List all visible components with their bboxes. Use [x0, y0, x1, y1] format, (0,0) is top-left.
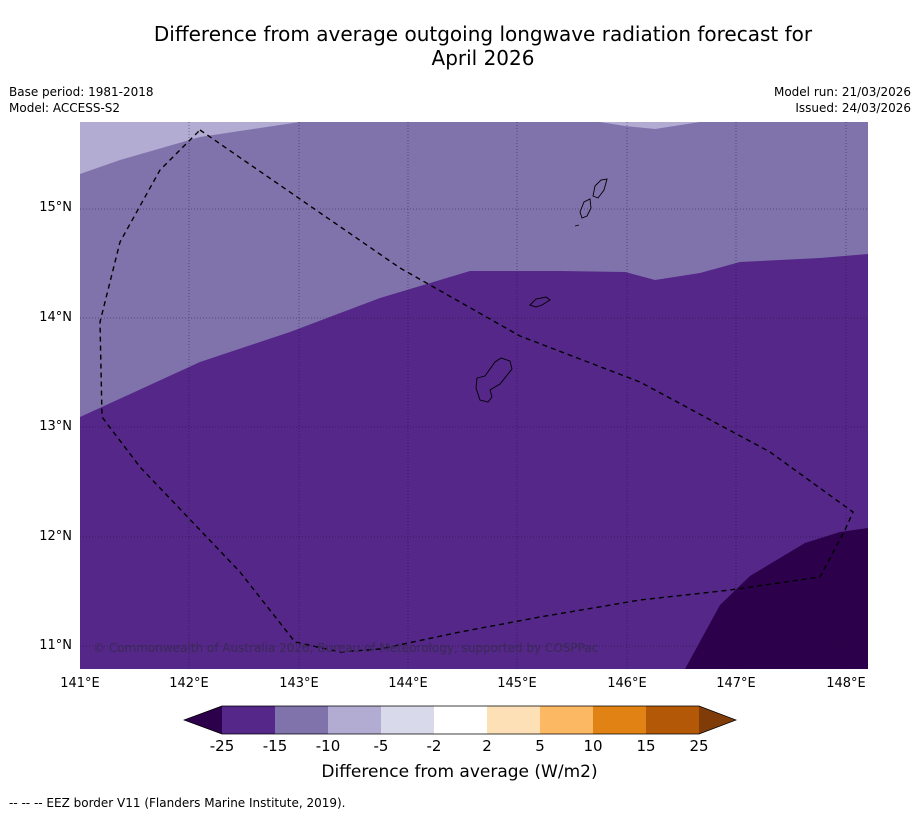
- colorbar-tick-label: 15: [636, 737, 656, 755]
- lat-label-15: 15°N: [39, 200, 72, 215]
- colorbar-swatch-p2-p5: [487, 706, 540, 734]
- title-line-1: Difference from average outgoing longwav…: [153, 22, 813, 46]
- colorbar: [183, 705, 737, 735]
- colorbar-tick-label: -25: [209, 737, 235, 755]
- base-period: Base period: 1981-2018: [9, 85, 154, 99]
- lat-label-12: 12°N: [39, 529, 72, 544]
- island-guam: [475, 357, 513, 403]
- eez-footnote: -- -- -- EEZ border V11 (Flanders Marine…: [9, 796, 346, 810]
- colorbar-extend-high: [699, 706, 736, 734]
- colorbar-swatch-m15-m10: [275, 706, 328, 734]
- lon-label-147: 147°E: [716, 676, 756, 691]
- islands: [475, 178, 608, 403]
- lat-label-11: 11°N: [39, 638, 72, 653]
- colorbar-tick-label: -15: [262, 737, 288, 755]
- colorbar-tick-label: -10: [315, 737, 341, 755]
- lon-label-145: 145°E: [497, 676, 537, 691]
- map-region-m10-m5-west: [80, 122, 300, 174]
- lon-label-142: 142°E: [169, 676, 209, 691]
- title-line-2: April 2026: [431, 46, 535, 70]
- colorbar-title: Difference from average (W/m2): [321, 762, 598, 782]
- colorbar-tick-label: 2: [482, 737, 492, 755]
- lon-label-141: 141°E: [60, 676, 100, 691]
- issued-date: Issued: 24/03/2026: [795, 101, 911, 115]
- map-region-m15-m10: [80, 122, 868, 417]
- colorbar-tick-label: 25: [689, 737, 709, 755]
- island-saipan: [592, 178, 608, 199]
- model-run: Model run: 21/03/2026: [773, 85, 911, 99]
- colorbar-swatch-m5-m2: [381, 706, 434, 734]
- colorbar-tick-label: 10: [583, 737, 603, 755]
- colorbar-tick-label: -5: [373, 737, 389, 755]
- lon-label-144: 144°E: [388, 676, 428, 691]
- island-tinian: [579, 198, 592, 219]
- model-name: Model: ACCESS-S2: [9, 101, 121, 115]
- colorbar-tick-label: 5: [535, 737, 545, 755]
- map-region-m10-m5-east: [600, 122, 700, 129]
- graticule: [80, 122, 868, 669]
- lon-label-146: 146°E: [607, 676, 647, 691]
- colorbar-swatch-p5-p10: [540, 706, 593, 734]
- colorbar-outline: [183, 705, 737, 735]
- colorbar-tick-label: -2: [426, 737, 442, 755]
- lon-label-148: 148°E: [826, 676, 866, 691]
- colorbar-swatch-m10-m5: [328, 706, 381, 734]
- lat-label-13: 13°N: [39, 419, 72, 434]
- island-rota: [529, 296, 551, 308]
- colorbar-swatch-m25-m15: [222, 706, 275, 734]
- meta-left: Base period: 1981-2018 Model: ACCESS-S2: [9, 84, 154, 116]
- chart-title: Difference from average outgoing longwav…: [0, 22, 919, 70]
- eez-border: [99, 129, 854, 653]
- colorbar-extend-low: [184, 706, 222, 734]
- lat-label-14: 14°N: [39, 310, 72, 325]
- colorbar-swatch-p15-p25: [646, 706, 699, 734]
- map-region-below-m25: [685, 528, 868, 669]
- meta-right: Model run: 21/03/2026 Issued: 24/03/2026: [774, 84, 911, 116]
- island-aguijan: [574, 224, 580, 227]
- colorbar-swatch-m2-p2: [434, 706, 487, 734]
- anomaly-map: [80, 122, 868, 669]
- copyright-notice: © Commonwealth of Australia 2026, Bureau…: [93, 641, 599, 655]
- lon-label-143: 143°E: [279, 676, 319, 691]
- colorbar-swatch-p10-p15: [593, 706, 646, 734]
